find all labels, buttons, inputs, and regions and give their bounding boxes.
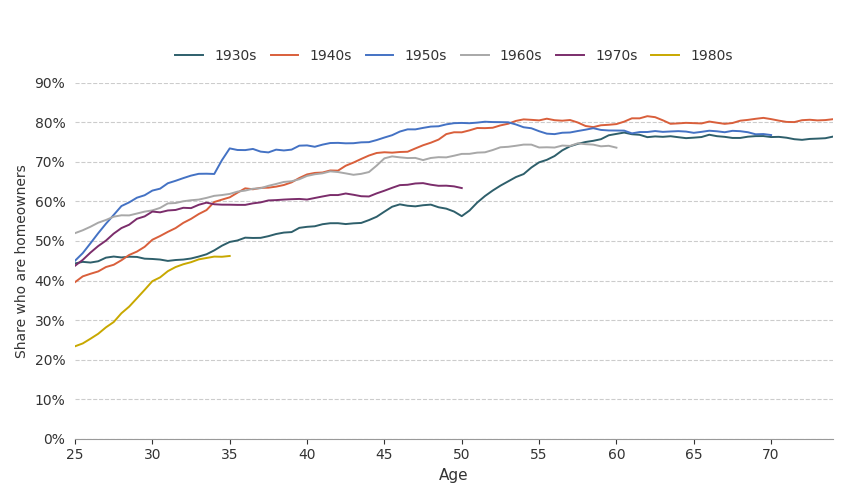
Line: 1940s: 1940s bbox=[75, 116, 833, 282]
1930s bbox=[619, 129, 629, 135]
Legend: 1930s, 1940s, 1950s, 1960s, 1970s, 1980s: 1930s, 1940s, 1950s, 1960s, 1970s, 1980s bbox=[170, 43, 739, 69]
X-axis label: Age: Age bbox=[439, 468, 469, 483]
1950s bbox=[480, 119, 490, 124]
1930s bbox=[449, 209, 459, 215]
1980s bbox=[217, 254, 227, 260]
1940s bbox=[449, 129, 459, 135]
1980s bbox=[209, 253, 220, 259]
1960s bbox=[225, 191, 235, 197]
1980s bbox=[148, 278, 158, 284]
1980s bbox=[170, 264, 181, 270]
1930s bbox=[472, 200, 483, 206]
1970s bbox=[325, 192, 335, 198]
1950s bbox=[70, 258, 80, 264]
1950s bbox=[750, 131, 761, 137]
1970s bbox=[193, 202, 204, 208]
1980s bbox=[202, 255, 212, 261]
1950s bbox=[155, 186, 165, 192]
1940s bbox=[828, 116, 838, 122]
1970s bbox=[418, 180, 428, 186]
1950s bbox=[758, 131, 768, 137]
1960s bbox=[480, 149, 490, 155]
1980s bbox=[163, 268, 173, 274]
1980s bbox=[193, 256, 204, 262]
1980s bbox=[178, 261, 188, 267]
1950s bbox=[666, 128, 676, 134]
1970s bbox=[349, 192, 359, 198]
1940s bbox=[271, 184, 282, 190]
1970s bbox=[186, 205, 196, 211]
Y-axis label: Share who are homeowners: Share who are homeowners bbox=[15, 164, 29, 358]
1970s bbox=[155, 209, 165, 215]
1930s bbox=[673, 134, 683, 140]
1980s bbox=[86, 336, 96, 342]
1960s bbox=[589, 141, 599, 147]
1980s bbox=[101, 324, 111, 330]
1980s bbox=[155, 274, 165, 280]
Line: 1980s: 1980s bbox=[75, 256, 230, 346]
1940s bbox=[302, 171, 312, 177]
1950s bbox=[766, 132, 776, 138]
1960s bbox=[611, 145, 622, 151]
1970s bbox=[457, 185, 467, 191]
1940s bbox=[248, 186, 258, 192]
1940s bbox=[472, 125, 483, 131]
1950s bbox=[248, 146, 258, 152]
Line: 1930s: 1930s bbox=[75, 132, 833, 263]
1960s bbox=[86, 224, 96, 230]
1970s bbox=[70, 263, 80, 269]
1930s bbox=[248, 235, 258, 241]
1960s bbox=[572, 140, 583, 146]
1980s bbox=[109, 319, 119, 325]
1980s bbox=[93, 331, 103, 337]
1930s bbox=[302, 224, 312, 230]
1960s bbox=[333, 169, 343, 175]
1960s bbox=[395, 154, 405, 160]
1930s bbox=[271, 231, 282, 237]
1940s bbox=[673, 121, 683, 126]
1930s bbox=[70, 260, 80, 266]
Line: 1950s: 1950s bbox=[75, 122, 771, 261]
1980s bbox=[78, 341, 88, 347]
1980s bbox=[70, 343, 80, 349]
1980s bbox=[124, 304, 134, 310]
Line: 1960s: 1960s bbox=[75, 143, 616, 233]
1980s bbox=[131, 295, 142, 301]
Line: 1970s: 1970s bbox=[75, 183, 462, 266]
1980s bbox=[140, 287, 150, 293]
1960s bbox=[70, 230, 80, 236]
1940s bbox=[70, 279, 80, 285]
1930s bbox=[828, 133, 838, 139]
1940s bbox=[642, 113, 652, 119]
1980s bbox=[186, 259, 196, 265]
1970s bbox=[449, 183, 459, 189]
1980s bbox=[225, 253, 235, 259]
1980s bbox=[116, 310, 126, 316]
1950s bbox=[232, 147, 243, 153]
